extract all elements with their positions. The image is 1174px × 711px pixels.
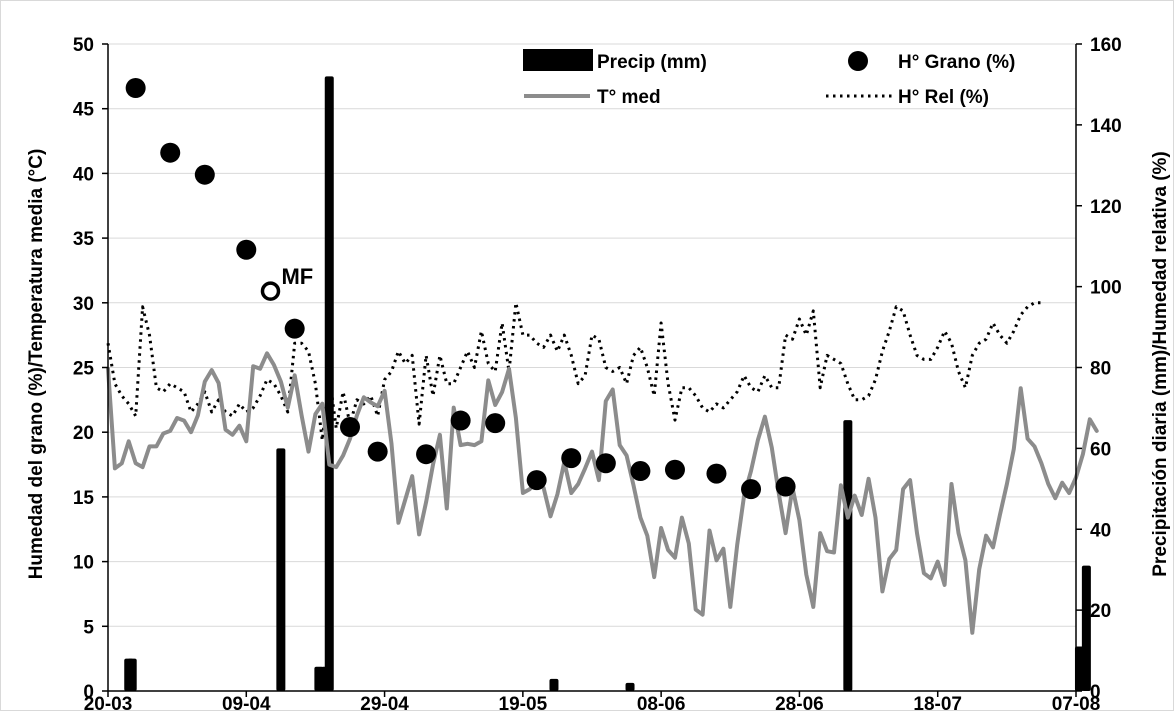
precip-bar <box>549 678 559 691</box>
legend-label-temp: T° med <box>597 87 661 108</box>
grain-moisture-point <box>741 479 762 500</box>
x-tick-label: 28-06 <box>775 694 824 711</box>
y-right-tick-label: 140 <box>1090 116 1122 137</box>
y-left-tick-label: 40 <box>73 164 94 185</box>
precip-bar <box>276 448 286 691</box>
x-tick-label: 08-06 <box>637 694 686 711</box>
x-tick-label: 18-07 <box>913 694 962 711</box>
y-right-ticks: 0 20 40 60 80 100 120 140 160 <box>1076 35 1122 703</box>
y-right-tick-label: 0 <box>1090 682 1101 703</box>
y-right-tick-label: 120 <box>1090 197 1122 218</box>
legend-label-precip: Precip (mm) <box>597 52 707 73</box>
legend-label-grain: H° Grano (%) <box>898 52 1015 73</box>
grain-moisture-point <box>561 448 582 469</box>
y-left-tick-label: 25 <box>73 359 95 380</box>
grain-moisture-point <box>160 142 181 163</box>
rel-humidity-series <box>106 301 1042 442</box>
grain-moisture-point <box>775 476 796 497</box>
legend-label-rh: H° Rel (%) <box>898 87 989 108</box>
precip-bar <box>843 420 853 691</box>
rel-humidity-line <box>106 301 1042 442</box>
legend-swatch-grain <box>848 51 868 71</box>
y-left-tick-label: 35 <box>73 229 95 250</box>
precip-bars <box>124 76 1091 692</box>
temperature-line <box>106 351 1099 635</box>
gridlines <box>108 43 1076 627</box>
grain-moisture-point <box>284 318 305 339</box>
y-left-tick-label: 20 <box>73 423 94 444</box>
grain-moisture-point <box>706 463 727 484</box>
x-tick-label: 07-08 <box>1052 694 1101 711</box>
y-left-tick-label: 10 <box>73 553 94 574</box>
y-right-tick-label: 60 <box>1090 439 1111 460</box>
y-left-tick-label: 30 <box>73 294 94 315</box>
x-ticks: 20-03 09-04 29-04 19-05 08-06 28-06 18-07 07-08 <box>84 691 1101 711</box>
precip-bar <box>314 666 324 691</box>
legend-item-grain: H° Grano (%) <box>848 51 1015 73</box>
x-tick-label: 20-03 <box>84 694 133 711</box>
precip-bar <box>127 658 137 691</box>
y-right-tick-label: 20 <box>1090 601 1111 622</box>
grain-moisture-point <box>450 410 471 431</box>
x-tick-label: 09-04 <box>222 694 271 711</box>
grain-moisture-point <box>340 417 360 438</box>
grain-moisture-point <box>194 164 215 185</box>
precip-bar <box>1074 646 1084 691</box>
precip-bar <box>324 76 334 692</box>
y-right-tick-label: 100 <box>1090 278 1122 299</box>
precip-bar <box>1081 565 1091 691</box>
legend: Precip (mm) H° Grano (%) T° med H° Rel (… <box>523 49 1015 108</box>
legend-item-precip: Precip (mm) <box>523 49 707 73</box>
grain-moisture-point <box>664 459 685 480</box>
y-left-ticks: 0 5 10 15 20 25 30 35 40 45 50 <box>73 35 108 703</box>
y-left-tick-label: 50 <box>73 35 94 56</box>
x-tick-label: 19-05 <box>499 694 548 711</box>
legend-item-rh: H° Rel (%) <box>826 87 989 108</box>
y-right-tick-label: 80 <box>1090 359 1111 380</box>
grain-moisture-point <box>526 470 547 491</box>
y-right-tick-label: 40 <box>1090 520 1111 541</box>
y-right-tick-label: 160 <box>1090 35 1122 56</box>
x-tick-label: 29-04 <box>360 694 409 711</box>
mf-point <box>260 281 281 301</box>
grain-moisture-series <box>125 77 796 500</box>
mf-annotation: MF <box>281 264 313 289</box>
grain-moisture-point <box>485 413 506 434</box>
grain-moisture-point <box>595 453 616 474</box>
y-left-title: Humedad del grano (%)/Temperatura media … <box>26 149 47 580</box>
legend-item-temp: T° med <box>524 87 661 108</box>
temperature-series <box>106 351 1099 635</box>
grain-moisture-point <box>125 77 146 98</box>
y-left-tick-label: 0 <box>83 682 94 703</box>
y-right-title: Precipitación diaria (mm)/Humedad relati… <box>1150 151 1171 577</box>
y-left-tick-label: 5 <box>83 617 94 638</box>
precip-bar <box>625 682 635 691</box>
y-left-tick-label: 15 <box>73 488 95 509</box>
grain-moisture-point <box>630 461 651 482</box>
grain-moisture-point <box>236 239 257 260</box>
legend-swatch-precip <box>523 49 593 71</box>
grain-moisture-point <box>367 441 388 462</box>
y-left-tick-label: 45 <box>73 100 95 121</box>
grain-moisture-point <box>416 444 437 465</box>
